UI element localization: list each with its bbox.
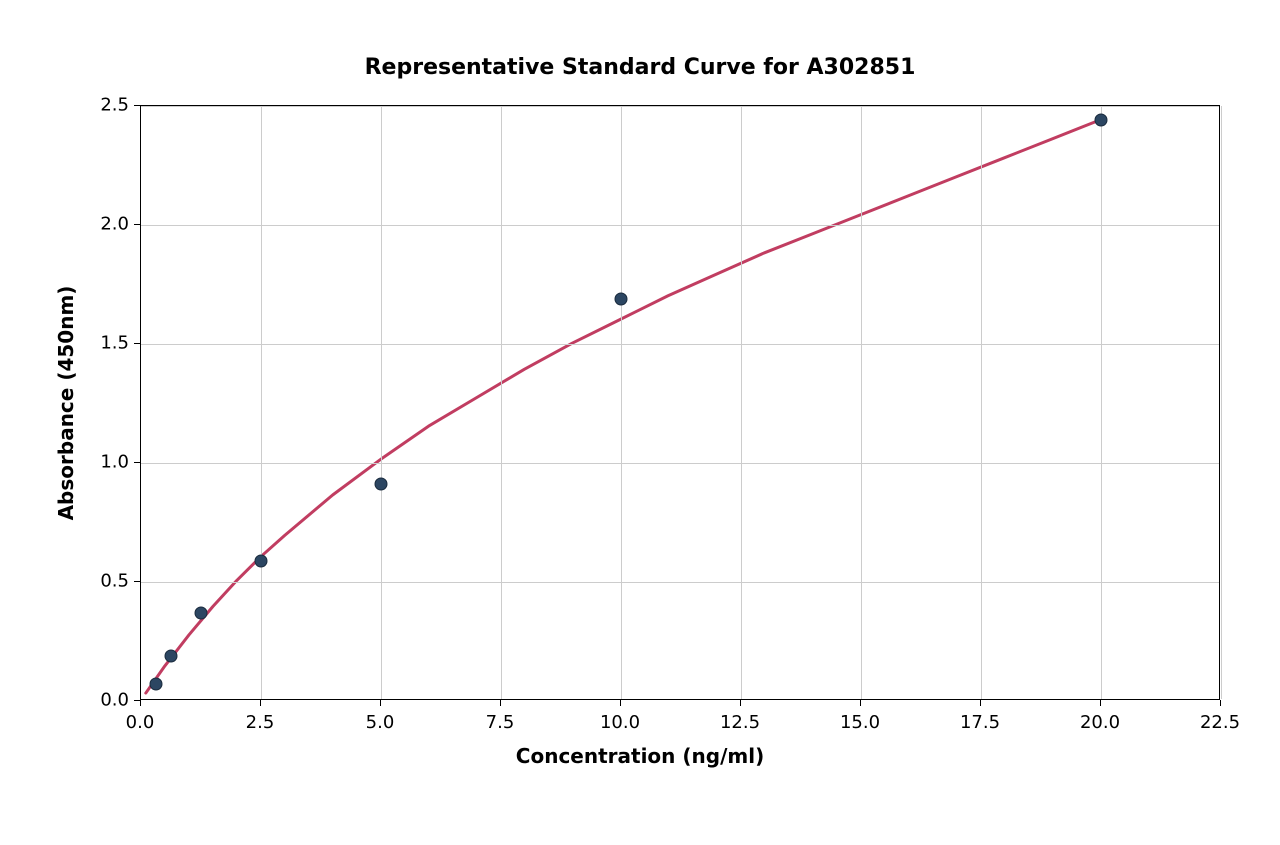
data-point (615, 292, 628, 305)
x-axis-label: Concentration (ng/ml) (0, 744, 1280, 768)
x-tick (260, 700, 261, 706)
y-tick-label: 2.5 (89, 95, 129, 116)
y-tick (134, 700, 140, 701)
data-point (165, 649, 178, 662)
grid-line-horizontal (141, 225, 1219, 226)
x-tick-label: 2.5 (246, 712, 275, 733)
x-tick-label: 10.0 (600, 712, 640, 733)
x-tick-label: 20.0 (1080, 712, 1120, 733)
grid-line-vertical (861, 106, 862, 699)
grid-line-vertical (741, 106, 742, 699)
x-tick (500, 700, 501, 706)
x-tick-label: 0.0 (126, 712, 155, 733)
y-tick-label: 2.0 (89, 214, 129, 235)
x-tick-label: 22.5 (1200, 712, 1240, 733)
grid-line-horizontal (141, 463, 1219, 464)
grid-line-vertical (621, 106, 622, 699)
y-axis-label: Absorbance (450nm) (54, 285, 78, 520)
y-tick (134, 105, 140, 106)
x-tick-label: 17.5 (960, 712, 1000, 733)
x-tick (1220, 700, 1221, 706)
chart-container: Representative Standard Curve for A30285… (0, 0, 1280, 845)
grid-line-vertical (1101, 106, 1102, 699)
y-tick-label: 0.0 (89, 690, 129, 711)
x-tick (980, 700, 981, 706)
data-point (195, 606, 208, 619)
y-tick (134, 462, 140, 463)
data-point (150, 678, 163, 691)
curve-path (146, 120, 1099, 693)
x-tick-label: 5.0 (366, 712, 395, 733)
y-tick-label: 1.0 (89, 452, 129, 473)
y-tick (134, 224, 140, 225)
data-point (375, 478, 388, 491)
x-tick-label: 7.5 (486, 712, 515, 733)
grid-line-vertical (381, 106, 382, 699)
y-tick (134, 581, 140, 582)
x-tick (140, 700, 141, 706)
grid-line-vertical (981, 106, 982, 699)
grid-line-vertical (261, 106, 262, 699)
x-tick-label: 12.5 (720, 712, 760, 733)
data-point (255, 554, 268, 567)
grid-line-horizontal (141, 106, 1219, 107)
chart-title: Representative Standard Curve for A30285… (0, 55, 1280, 80)
x-tick (380, 700, 381, 706)
y-tick-label: 0.5 (89, 571, 129, 592)
grid-line-vertical (501, 106, 502, 699)
x-tick (860, 700, 861, 706)
grid-line-horizontal (141, 582, 1219, 583)
x-tick (620, 700, 621, 706)
y-tick (134, 343, 140, 344)
grid-line-vertical (1221, 106, 1222, 699)
fitted-curve (141, 106, 1219, 699)
y-tick-label: 1.5 (89, 333, 129, 354)
x-tick (1100, 700, 1101, 706)
grid-line-horizontal (141, 344, 1219, 345)
x-tick (740, 700, 741, 706)
plot-area (140, 105, 1220, 700)
data-point (1095, 114, 1108, 127)
x-tick-label: 15.0 (840, 712, 880, 733)
